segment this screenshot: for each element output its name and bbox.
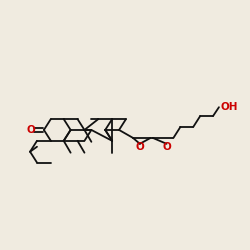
- Text: O: O: [162, 142, 171, 152]
- Text: O: O: [27, 125, 36, 135]
- Text: OH: OH: [221, 102, 238, 112]
- Text: O: O: [136, 142, 144, 152]
